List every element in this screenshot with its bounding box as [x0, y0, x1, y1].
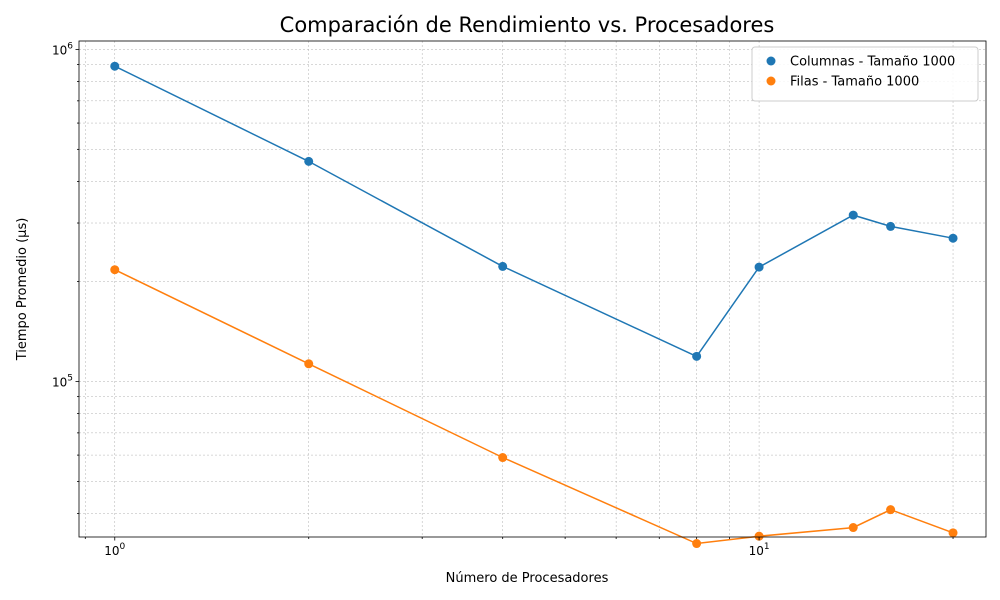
- data-point: [304, 156, 314, 166]
- data-point: [754, 531, 764, 541]
- data-point: [304, 359, 314, 369]
- legend-entry: Filas - Tamaño 1000: [790, 75, 919, 90]
- series-line: [114, 269, 954, 545]
- legend: Columnas - Tamaño 1000 Filas - Tamaño 100…: [751, 46, 979, 102]
- data-point: [498, 261, 508, 271]
- legend-marker: [766, 76, 776, 86]
- legend-entry: Columnas - Tamaño 1000: [790, 55, 955, 70]
- data-point: [886, 221, 896, 231]
- data-point: [110, 61, 120, 71]
- data-point: [692, 539, 702, 549]
- data-point: [754, 262, 764, 272]
- data-point: [886, 505, 896, 515]
- series-2: [110, 265, 958, 549]
- grid: [79, 41, 986, 537]
- data-point: [498, 453, 508, 463]
- data-point: [848, 210, 858, 220]
- x-axis-label: Número de Procesadores: [446, 571, 609, 586]
- data-point: [692, 351, 702, 361]
- series-layer: [110, 61, 958, 549]
- series-1: [110, 61, 958, 361]
- plot-frame: [78, 40, 987, 538]
- series-line: [114, 65, 954, 358]
- data-point: [948, 528, 958, 538]
- data-point: [110, 265, 120, 275]
- legend-box: [751, 46, 979, 102]
- chart-title: Comparación de Rendimiento vs. Procesado…: [280, 13, 775, 37]
- legend-marker: [766, 56, 776, 66]
- data-point: [848, 523, 858, 533]
- data-point: [948, 233, 958, 243]
- y-axis-label: Tiempo Promedio (µs): [15, 218, 30, 362]
